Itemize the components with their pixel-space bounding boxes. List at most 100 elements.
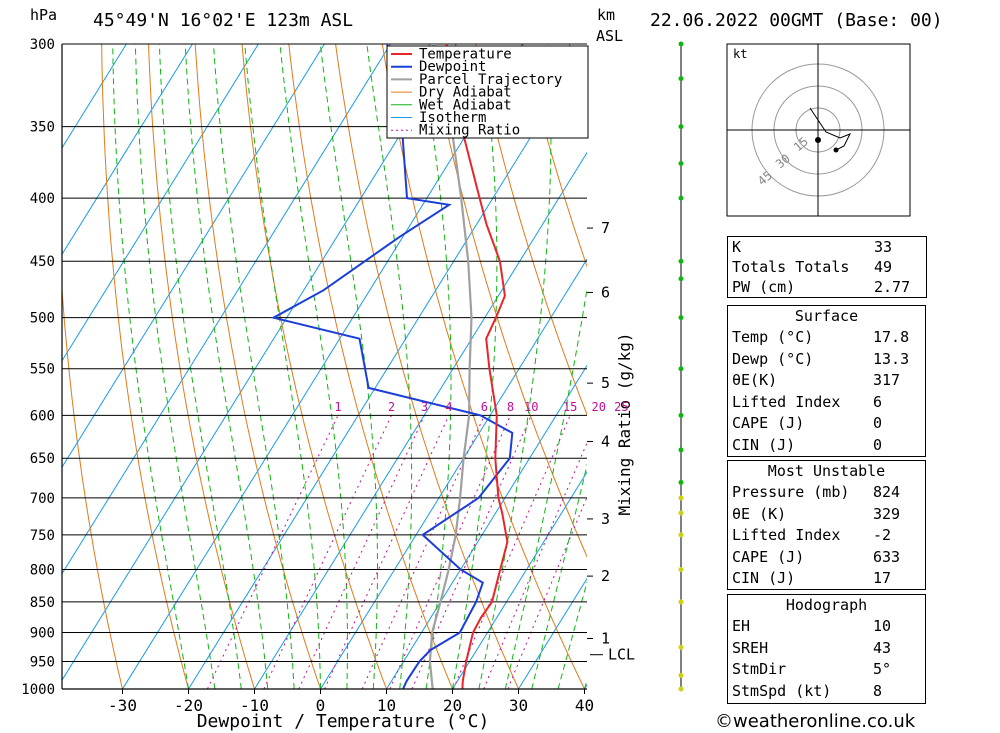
km-tick-label: 7 [601, 219, 610, 237]
index-row: Totals Totals 49 [728, 257, 927, 277]
surface-key: CAPE (J) [732, 414, 805, 432]
wet-adiabat-line [557, 580, 587, 689]
surface-key: θE(K) [732, 371, 778, 389]
mu-value: 824 [873, 483, 901, 501]
labels: 3003504004505005506006507007508008509009… [21, 37, 635, 732]
pressure-tick-label: 800 [30, 562, 55, 578]
mu-value: 633 [873, 547, 901, 566]
mu-row: Pressure (mb) 824 [728, 482, 925, 504]
pressure-tick-label: 1000 [21, 682, 55, 698]
surface-value: 0 [873, 414, 883, 432]
x-tick-label: 0 [316, 696, 326, 715]
dry-adiabat-line [475, 44, 587, 416]
hodo-row: StmDir 5° [728, 659, 925, 681]
hodograph-title: Hodograph [785, 596, 868, 614]
wind-marker [678, 532, 684, 538]
mixing-ratio-label: 3 [421, 400, 428, 414]
indices-table: K 33 Totals Totals 49 PW (cm) 2.77 [727, 236, 927, 298]
x-tick-label: 10 [377, 696, 396, 715]
wind-marker [678, 672, 684, 678]
axes [61, 44, 603, 694]
hodo-value: 5° [873, 660, 892, 678]
mixing-ratio-label: 4 [445, 400, 452, 414]
surface-value: 6 [873, 392, 883, 411]
surface-value: 317 [873, 371, 901, 389]
surface-row: CIN (J) 0 [728, 435, 925, 457]
x-tick-label: 40 [575, 696, 594, 715]
wind-marker [678, 161, 684, 167]
isotherm-line [518, 577, 587, 689]
dry-adiabat-line [522, 44, 587, 268]
footer-credit[interactable]: ©weatheronline.co.uk [715, 711, 916, 732]
surface-key: Lifted Index [732, 392, 841, 411]
hodograph-trace [809, 107, 852, 151]
index-value: 49 [874, 258, 893, 276]
x-tick-label: -30 [108, 696, 137, 715]
legend-entry: Parcel Trajectory [419, 72, 562, 88]
surface-row: CAPE (J) 0 [728, 413, 925, 435]
isotherm-line [188, 45, 587, 689]
wind-marker [678, 195, 684, 201]
pressure-tick-label: 900 [30, 626, 55, 642]
x-axis-label: Dewpoint / Temperature (°C) [197, 711, 490, 732]
pressure-tick-label: 850 [30, 595, 55, 611]
mixing-ratio-line [507, 495, 587, 689]
pressure-tick-label: 950 [30, 655, 55, 671]
mu-key: CIN (J) [732, 569, 796, 587]
hodo-value: 43 [873, 638, 892, 657]
location-title: 45°49'N 16°02'E 123m ASL [93, 10, 354, 31]
index-row: K 33 [728, 237, 927, 258]
mu-row: CIN (J) 17 [728, 568, 925, 590]
isotherm-line [320, 258, 587, 689]
km-unit: km [597, 6, 616, 24]
mixing-ratio-label: 10 [524, 400, 538, 414]
pressure-tick-label: 450 [30, 254, 55, 270]
dry-adiabat-line [62, 283, 123, 689]
mu-row: CAPE (J) 633 [728, 547, 925, 569]
dewpoint-line [270, 44, 514, 689]
index-key: PW (cm) [732, 278, 796, 296]
hodo-key: StmSpd (kt) [732, 681, 832, 700]
hodo-row: StmSpd (kt) 8 [728, 681, 925, 703]
isotherm-line [62, 44, 457, 682]
isotherm-line [122, 44, 523, 689]
mixing-ratio-line [361, 415, 485, 689]
surface-panel: Surface Temp (°C) 17.8 Dewp (°C) 13.3 θE(K… [727, 305, 926, 457]
mu-row: θE (K) 329 [728, 504, 925, 526]
isotherm-line [452, 471, 587, 689]
km-tick-label: 2 [601, 567, 610, 585]
dry-adiabat-line [381, 44, 585, 689]
km-tick-label: 6 [601, 283, 610, 301]
wind-marker [678, 510, 684, 516]
dry-adiabat-line [288, 44, 453, 689]
mu-value: 17 [873, 569, 892, 587]
km-tick-label: 3 [601, 510, 610, 528]
mixing-ratio-line [483, 441, 587, 689]
index-key: Totals Totals [732, 258, 850, 276]
most-unstable-title: Most Unstable [767, 462, 886, 480]
hodo-key: StmDir [732, 660, 787, 678]
pressure-tick-label: 700 [30, 491, 55, 507]
legend-entry: Dry Adiabat [419, 85, 512, 101]
x-tick-label: 30 [509, 696, 528, 715]
wind-marker [678, 315, 684, 321]
mixing-ratio-label: 20 [591, 400, 605, 414]
isotherm-line [62, 44, 193, 256]
wet-adiabat-line [158, 44, 242, 689]
temperature-line [445, 44, 509, 689]
legend-entry: Isotherm [419, 110, 486, 126]
index-key: K [732, 238, 742, 256]
mixing-ratio-line [263, 415, 392, 689]
hodo-value: 10 [873, 617, 892, 635]
index-value: 33 [874, 238, 893, 256]
isotherm-line [386, 364, 587, 689]
surface-title: Surface [794, 307, 859, 325]
datetime-title: 22.06.2022 00GMT (Base: 00) [650, 10, 943, 31]
mu-row: Lifted Index -2 [728, 525, 925, 547]
index-value: 2.77 [874, 278, 911, 296]
mixing-ratio-label: 1 [334, 400, 341, 414]
wind-marker [678, 566, 684, 572]
pressure-tick-label: 300 [30, 37, 55, 53]
isotherm-grid [62, 44, 587, 689]
